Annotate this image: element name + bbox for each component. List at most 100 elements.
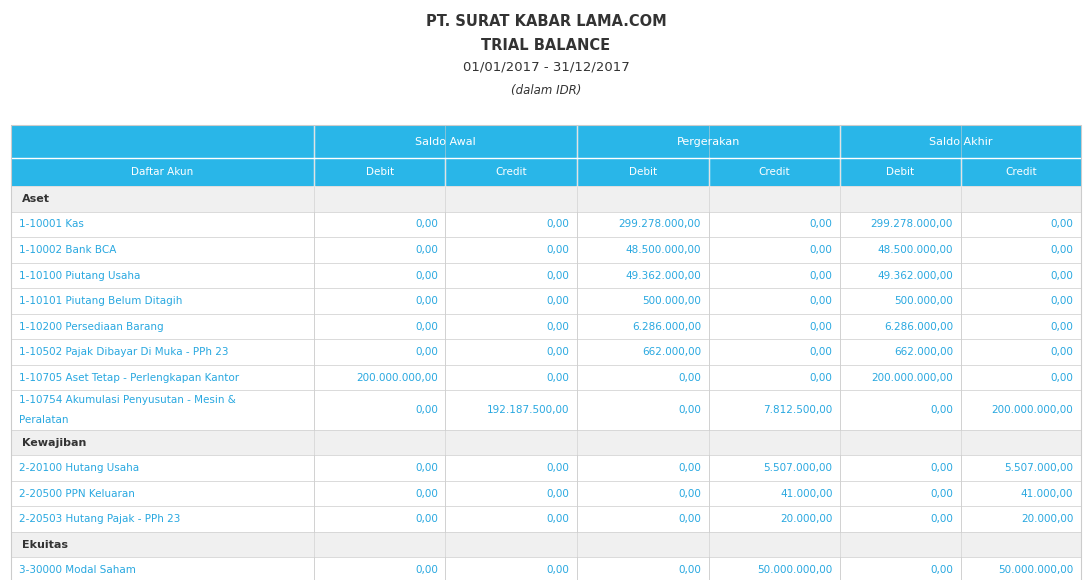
- Text: 0,00: 0,00: [546, 219, 569, 230]
- Bar: [709, 314, 841, 339]
- Text: 299.278.000,00: 299.278.000,00: [870, 219, 953, 230]
- Bar: [709, 506, 841, 532]
- Text: 3-30000 Modal Saham: 3-30000 Modal Saham: [19, 565, 135, 575]
- Text: 662.000,00: 662.000,00: [894, 347, 953, 357]
- Text: Debit: Debit: [366, 167, 393, 177]
- Bar: [841, 288, 961, 314]
- Bar: [11, 339, 313, 365]
- Text: Kewajiban: Kewajiban: [22, 437, 86, 448]
- Text: 500.000,00: 500.000,00: [642, 296, 701, 306]
- Text: 0,00: 0,00: [546, 296, 569, 306]
- Text: 0,00: 0,00: [810, 296, 832, 306]
- Bar: [577, 365, 709, 390]
- Text: 49.362.000,00: 49.362.000,00: [877, 270, 953, 281]
- Text: 299.278.000,00: 299.278.000,00: [619, 219, 701, 230]
- Text: 0,00: 0,00: [810, 372, 832, 383]
- Text: 0,00: 0,00: [930, 488, 953, 499]
- Bar: [313, 314, 446, 339]
- Text: 0,00: 0,00: [546, 372, 569, 383]
- Bar: [446, 557, 577, 580]
- Bar: [709, 288, 841, 314]
- Bar: [446, 339, 577, 365]
- Bar: [841, 314, 961, 339]
- Text: 0,00: 0,00: [415, 514, 438, 524]
- Text: 0,00: 0,00: [930, 565, 953, 575]
- Bar: [841, 212, 961, 237]
- Text: 5.507.000,00: 5.507.000,00: [763, 463, 832, 473]
- Text: 0,00: 0,00: [678, 488, 701, 499]
- Bar: [841, 481, 961, 506]
- Text: (dalam IDR): (dalam IDR): [511, 84, 581, 97]
- Text: 0,00: 0,00: [1051, 219, 1073, 230]
- Bar: [961, 263, 1081, 288]
- Bar: [313, 237, 446, 263]
- Bar: [577, 481, 709, 506]
- Bar: [709, 212, 841, 237]
- Bar: [446, 237, 577, 263]
- Bar: [446, 263, 577, 288]
- Text: 192.187.500,00: 192.187.500,00: [487, 405, 569, 415]
- Text: 0,00: 0,00: [415, 463, 438, 473]
- Bar: [709, 237, 841, 263]
- Bar: [961, 506, 1081, 532]
- Bar: [841, 365, 961, 390]
- Text: 0,00: 0,00: [415, 405, 438, 415]
- Bar: [11, 186, 1081, 212]
- Text: 6.286.000,00: 6.286.000,00: [632, 321, 701, 332]
- Text: 01/01/2017 - 31/12/2017: 01/01/2017 - 31/12/2017: [463, 61, 629, 74]
- Text: 1-10100 Piutang Usaha: 1-10100 Piutang Usaha: [19, 270, 140, 281]
- Text: 0,00: 0,00: [678, 463, 701, 473]
- Text: Debit: Debit: [629, 167, 657, 177]
- Text: 0,00: 0,00: [415, 488, 438, 499]
- Bar: [841, 506, 961, 532]
- Text: Credit: Credit: [1005, 167, 1036, 177]
- Text: Ekuitas: Ekuitas: [22, 539, 68, 550]
- Bar: [961, 557, 1081, 580]
- Text: 0,00: 0,00: [415, 321, 438, 332]
- Text: 0,00: 0,00: [930, 514, 953, 524]
- Text: 1-10001 Kas: 1-10001 Kas: [19, 219, 83, 230]
- Bar: [11, 532, 1081, 557]
- Bar: [11, 365, 313, 390]
- Bar: [577, 557, 709, 580]
- Text: 1-10502 Pajak Dibayar Di Muka - PPh 23: 1-10502 Pajak Dibayar Di Muka - PPh 23: [19, 347, 228, 357]
- Text: 0,00: 0,00: [546, 463, 569, 473]
- Bar: [961, 212, 1081, 237]
- Text: 1-10705 Aset Tetap - Perlengkapan Kantor: 1-10705 Aset Tetap - Perlengkapan Kantor: [19, 372, 239, 383]
- Text: 1-10002 Bank BCA: 1-10002 Bank BCA: [19, 245, 116, 255]
- Bar: [313, 481, 446, 506]
- Bar: [313, 506, 446, 532]
- Bar: [577, 263, 709, 288]
- Bar: [841, 455, 961, 481]
- Text: 0,00: 0,00: [415, 296, 438, 306]
- Text: 6.286.000,00: 6.286.000,00: [883, 321, 953, 332]
- Bar: [446, 390, 577, 430]
- Bar: [577, 455, 709, 481]
- Text: Peralatan: Peralatan: [19, 415, 68, 425]
- Text: 2-20500 PPN Keluaran: 2-20500 PPN Keluaran: [19, 488, 134, 499]
- Bar: [446, 506, 577, 532]
- Text: 0,00: 0,00: [1051, 372, 1073, 383]
- Text: 20.000,00: 20.000,00: [1021, 514, 1073, 524]
- Text: 0,00: 0,00: [546, 347, 569, 357]
- Bar: [961, 339, 1081, 365]
- Bar: [577, 212, 709, 237]
- Bar: [841, 339, 961, 365]
- Bar: [11, 390, 313, 430]
- Text: 0,00: 0,00: [546, 565, 569, 575]
- Text: 1-10200 Persediaan Barang: 1-10200 Persediaan Barang: [19, 321, 163, 332]
- Bar: [577, 314, 709, 339]
- Text: 0,00: 0,00: [810, 347, 832, 357]
- Text: 0,00: 0,00: [415, 565, 438, 575]
- Bar: [961, 390, 1081, 430]
- Bar: [11, 288, 313, 314]
- Bar: [11, 314, 313, 339]
- Bar: [313, 288, 446, 314]
- Text: 0,00: 0,00: [1051, 245, 1073, 255]
- Bar: [11, 506, 313, 532]
- Bar: [961, 365, 1081, 390]
- Text: 0,00: 0,00: [810, 245, 832, 255]
- Bar: [961, 481, 1081, 506]
- Bar: [841, 557, 961, 580]
- Text: 2-20100 Hutang Usaha: 2-20100 Hutang Usaha: [19, 463, 139, 473]
